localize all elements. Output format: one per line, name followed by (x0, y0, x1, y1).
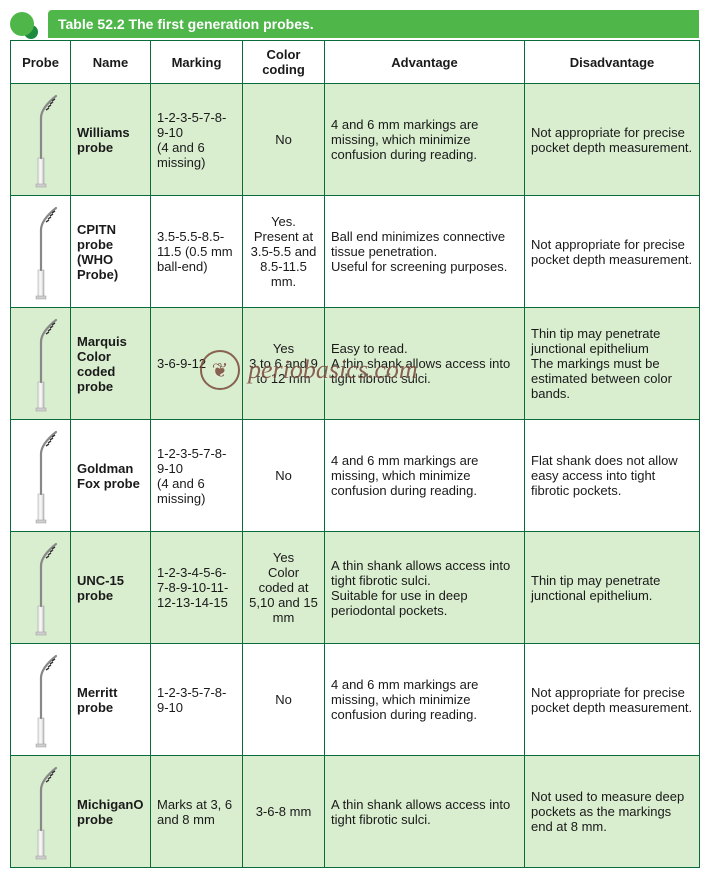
cell-marking: 1-2-3-4-5-6-7-8-9-10-11-12-13-14-15 (151, 532, 243, 644)
cell-advantage: 4 and 6 mm markings are missing, which m… (325, 644, 525, 756)
col-adv: Advantage (325, 41, 525, 84)
cell-advantage: Easy to read.A thin shank allows access … (325, 308, 525, 420)
cell-advantage: 4 and 6 mm markings are missing, which m… (325, 84, 525, 196)
cell-name: MichiganO probe (71, 756, 151, 868)
cell-marking: 3.5-5.5-8.5-11.5 (0.5 mm ball-end) (151, 196, 243, 308)
cell-marking: 1-2-3-5-7-8-9-10 (151, 644, 243, 756)
cell-name: Goldman Fox probe (71, 420, 151, 532)
cell-probe (11, 308, 71, 420)
table-row: Goldman Fox probe1-2-3-5-7-8-9-10(4 and … (11, 420, 700, 532)
cell-color-coding: No (243, 84, 325, 196)
probe-icon (16, 200, 66, 300)
cell-name: Merritt probe (71, 644, 151, 756)
table-row: CPITN probe (WHO Probe)3.5-5.5-8.5-11.5 … (11, 196, 700, 308)
cell-advantage: 4 and 6 mm markings are missing, which m… (325, 420, 525, 532)
cell-disadvantage: Thin tip may penetrate junctional epithe… (525, 308, 700, 420)
cell-name: Marquis Color coded probe (71, 308, 151, 420)
cell-marking: 1-2-3-5-7-8-9-10(4 and 6 missing) (151, 420, 243, 532)
probe-icon (16, 88, 66, 188)
cell-advantage: Ball end minimizes connective tissue pen… (325, 196, 525, 308)
col-name: Name (71, 41, 151, 84)
cell-name: UNC-15 probe (71, 532, 151, 644)
decor-circle-large (10, 12, 34, 36)
header-row: Probe Name Marking Color coding Advantag… (11, 41, 700, 84)
cell-disadvantage: Flat shank does not allow easy access in… (525, 420, 700, 532)
cell-probe (11, 196, 71, 308)
cell-color-coding: No (243, 644, 325, 756)
table-row: Marquis Color coded probe3-6-9-12Yes3 to… (11, 308, 700, 420)
table-row: MichiganO probeMarks at 3, 6 and 8 mm3-6… (11, 756, 700, 868)
table-row: Williams probe1-2-3-5-7-8-9-10(4 and 6 m… (11, 84, 700, 196)
title-bar: Table 52.2 The first generation probes. (10, 10, 699, 38)
cell-color-coding: No (243, 420, 325, 532)
cell-color-coding: YesColor coded at 5,10 and 15 mm (243, 532, 325, 644)
col-dis: Disadvantage (525, 41, 700, 84)
probe-icon (16, 648, 66, 748)
cell-advantage: A thin shank allows access into tight fi… (325, 532, 525, 644)
cell-disadvantage: Not appropriate for precise pocket depth… (525, 196, 700, 308)
cell-disadvantage: Thin tip may penetrate junctional epithe… (525, 532, 700, 644)
cell-probe (11, 644, 71, 756)
cell-probe (11, 756, 71, 868)
table-row: Merritt probe1-2-3-5-7-8-9-10No4 and 6 m… (11, 644, 700, 756)
cell-probe (11, 84, 71, 196)
probe-icon (16, 760, 66, 860)
table-title: Table 52.2 The first generation probes. (48, 10, 699, 38)
cell-marking: 1-2-3-5-7-8-9-10(4 and 6 missing) (151, 84, 243, 196)
col-color: Color coding (243, 41, 325, 84)
cell-disadvantage: Not appropriate for precise pocket depth… (525, 84, 700, 196)
probe-icon (16, 536, 66, 636)
cell-name: CPITN probe (WHO Probe) (71, 196, 151, 308)
col-marking: Marking (151, 41, 243, 84)
cell-name: Williams probe (71, 84, 151, 196)
cell-disadvantage: Not appropriate for precise pocket depth… (525, 644, 700, 756)
cell-marking: 3-6-9-12 (151, 308, 243, 420)
col-probe: Probe (11, 41, 71, 84)
table-row: UNC-15 probe1-2-3-4-5-6-7-8-9-10-11-12-1… (11, 532, 700, 644)
cell-advantage: A thin shank allows access into tight fi… (325, 756, 525, 868)
probe-icon (16, 424, 66, 524)
cell-color-coding: 3-6-8 mm (243, 756, 325, 868)
cell-probe (11, 420, 71, 532)
probe-icon (16, 312, 66, 412)
probes-table: Probe Name Marking Color coding Advantag… (10, 40, 700, 868)
cell-color-coding: Yes3 to 6 and 9 to 12 mm (243, 308, 325, 420)
table-wrapper: Table 52.2 The first generation probes. … (10, 10, 699, 868)
cell-probe (11, 532, 71, 644)
cell-marking: Marks at 3, 6 and 8 mm (151, 756, 243, 868)
cell-color-coding: Yes.Present at 3.5-5.5 and 8.5-11.5 mm. (243, 196, 325, 308)
cell-disadvantage: Not used to measure deep pockets as the … (525, 756, 700, 868)
